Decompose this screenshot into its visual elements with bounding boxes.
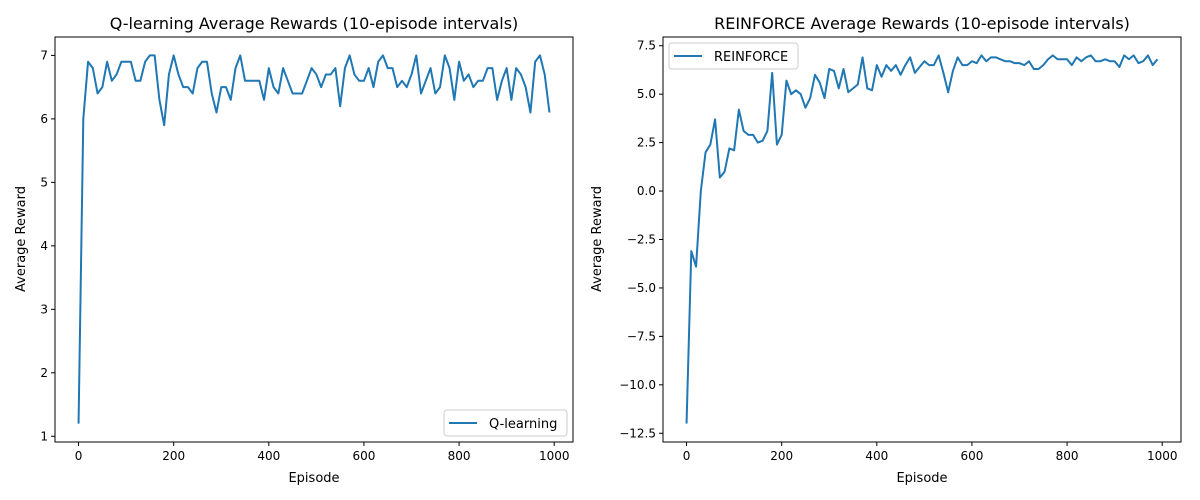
legend-box bbox=[668, 42, 799, 70]
y-tick-label: 3 bbox=[40, 302, 48, 316]
y-tick-label: 5 bbox=[40, 175, 48, 189]
y-axis-label: Average Reward bbox=[590, 186, 605, 292]
plot-frame bbox=[662, 36, 1182, 443]
y-tick-label: 6 bbox=[40, 112, 48, 126]
legend-label: REINFORCE bbox=[714, 50, 788, 65]
chart-title: Q-learning Average Rewards (10-episode i… bbox=[110, 14, 519, 33]
y-tick-label: 1 bbox=[40, 429, 48, 443]
y-tick-label: 4 bbox=[40, 239, 48, 253]
chart-title: REINFORCE Average Rewards (10-episode in… bbox=[714, 14, 1130, 33]
x-tick-label: 1000 bbox=[539, 449, 570, 463]
series-line-q-learning bbox=[77, 54, 551, 424]
x-tick-label: 800 bbox=[448, 449, 471, 463]
legend: Q-learning bbox=[443, 409, 568, 437]
y-tick-label: −10.0 bbox=[619, 378, 656, 392]
reinforce-chart: REINFORCE Average Rewards (10-episode in… bbox=[590, 14, 1182, 486]
legend: REINFORCE bbox=[668, 42, 799, 70]
x-tick-label: 200 bbox=[162, 449, 185, 463]
y-axis-label: Average Reward bbox=[14, 186, 29, 292]
y-tick-label: 2 bbox=[40, 366, 48, 380]
x-tick-label: 800 bbox=[1056, 449, 1079, 463]
y-tick-label: 2.5 bbox=[637, 136, 656, 150]
x-tick-label: 400 bbox=[257, 449, 280, 463]
legend-box bbox=[443, 409, 568, 437]
x-tick-label: 600 bbox=[960, 449, 983, 463]
y-tick-label: 5.0 bbox=[637, 87, 656, 101]
plot-frame bbox=[54, 36, 574, 443]
x-axis-label: Episode bbox=[896, 471, 947, 486]
y-tick-label: −2.5 bbox=[627, 233, 656, 247]
x-tick-label: 1000 bbox=[1147, 449, 1178, 463]
series-line-reinforce bbox=[685, 54, 1159, 424]
x-tick-label: 0 bbox=[683, 449, 691, 463]
y-tick-label: 0.0 bbox=[637, 184, 656, 198]
x-tick-label: 200 bbox=[770, 449, 793, 463]
y-tick-label: 7 bbox=[40, 48, 48, 62]
legend-label: Q-learning bbox=[489, 417, 557, 432]
y-tick-label: −7.5 bbox=[627, 329, 656, 343]
y-tick-label: −5.0 bbox=[627, 281, 656, 295]
x-tick-label: 600 bbox=[352, 449, 375, 463]
x-axis-label: Episode bbox=[288, 471, 339, 486]
q-learning-chart: Q-learning Average Rewards (10-episode i… bbox=[14, 14, 574, 486]
y-tick-label: −12.5 bbox=[619, 426, 656, 440]
x-tick-label: 0 bbox=[75, 449, 83, 463]
y-tick-label: 7.5 bbox=[637, 39, 656, 53]
x-tick-label: 400 bbox=[865, 449, 888, 463]
